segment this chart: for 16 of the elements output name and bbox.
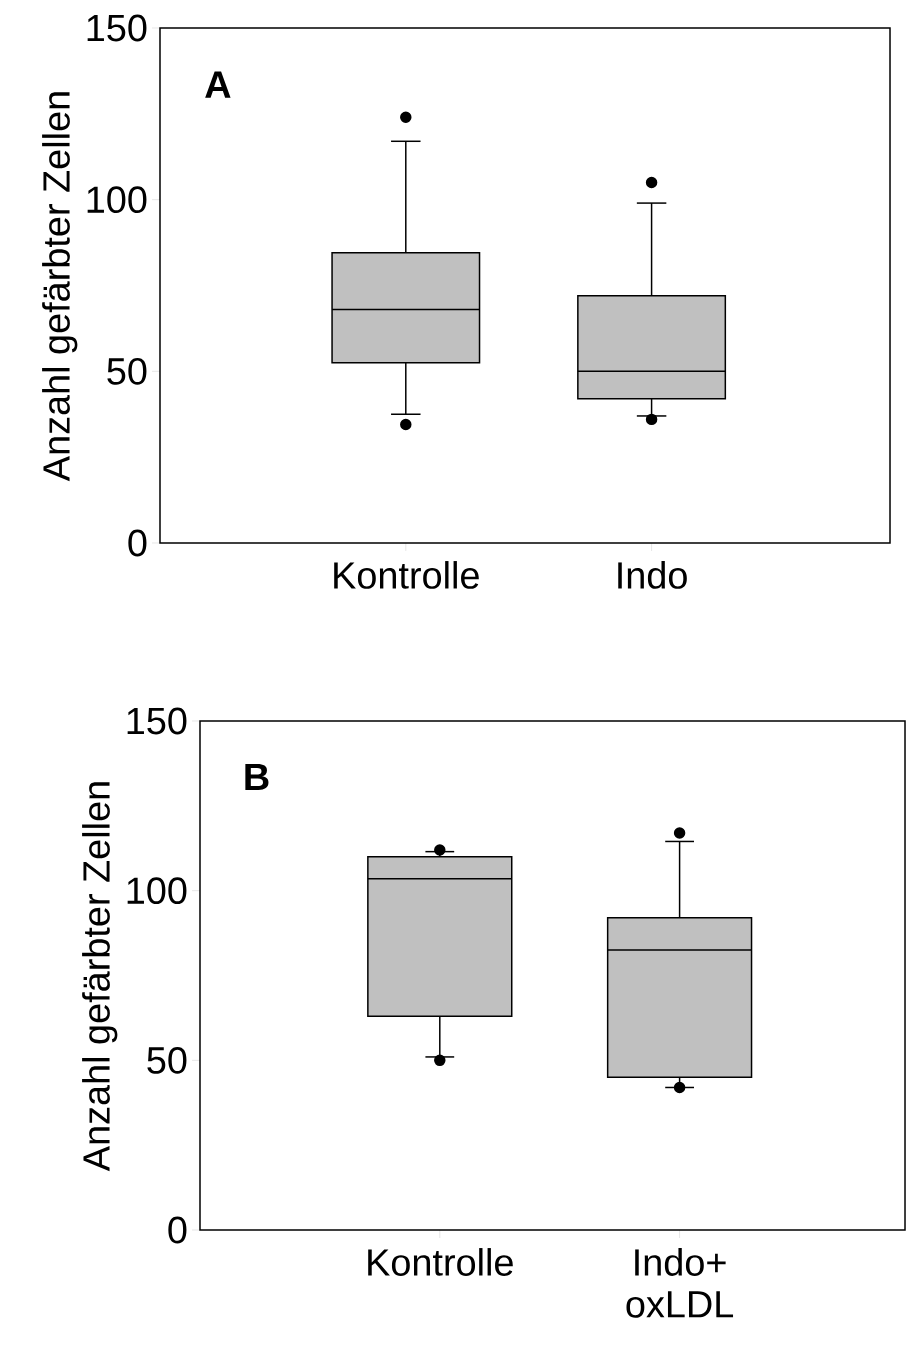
y-tick-label: 150: [127, 707, 187, 735]
y-tick-label: 50: [147, 1046, 187, 1074]
x-tick-label: Kontrolle: [368, 1248, 513, 1276]
y-tick-label: 0: [128, 529, 147, 557]
y-axis-title: Anzahl gefärbter Zellen: [42, 92, 78, 482]
y-tick-label: 150: [87, 14, 147, 42]
annotation: B: [245, 763, 269, 791]
y-tick-label: 0: [168, 1216, 187, 1244]
y-tick-label: 100: [87, 186, 147, 214]
annotation: A: [205, 71, 231, 98]
x-tick-label: Indo+ oxLDL: [626, 1248, 734, 1318]
y-tick-label: 100: [127, 877, 187, 905]
x-tick-label: Indo: [618, 561, 687, 589]
y-tick-label: 50: [107, 357, 147, 385]
y-axis-title: Anzahl gefärbter Zellen: [82, 782, 118, 1172]
x-tick-label: Kontrolle: [334, 561, 479, 589]
